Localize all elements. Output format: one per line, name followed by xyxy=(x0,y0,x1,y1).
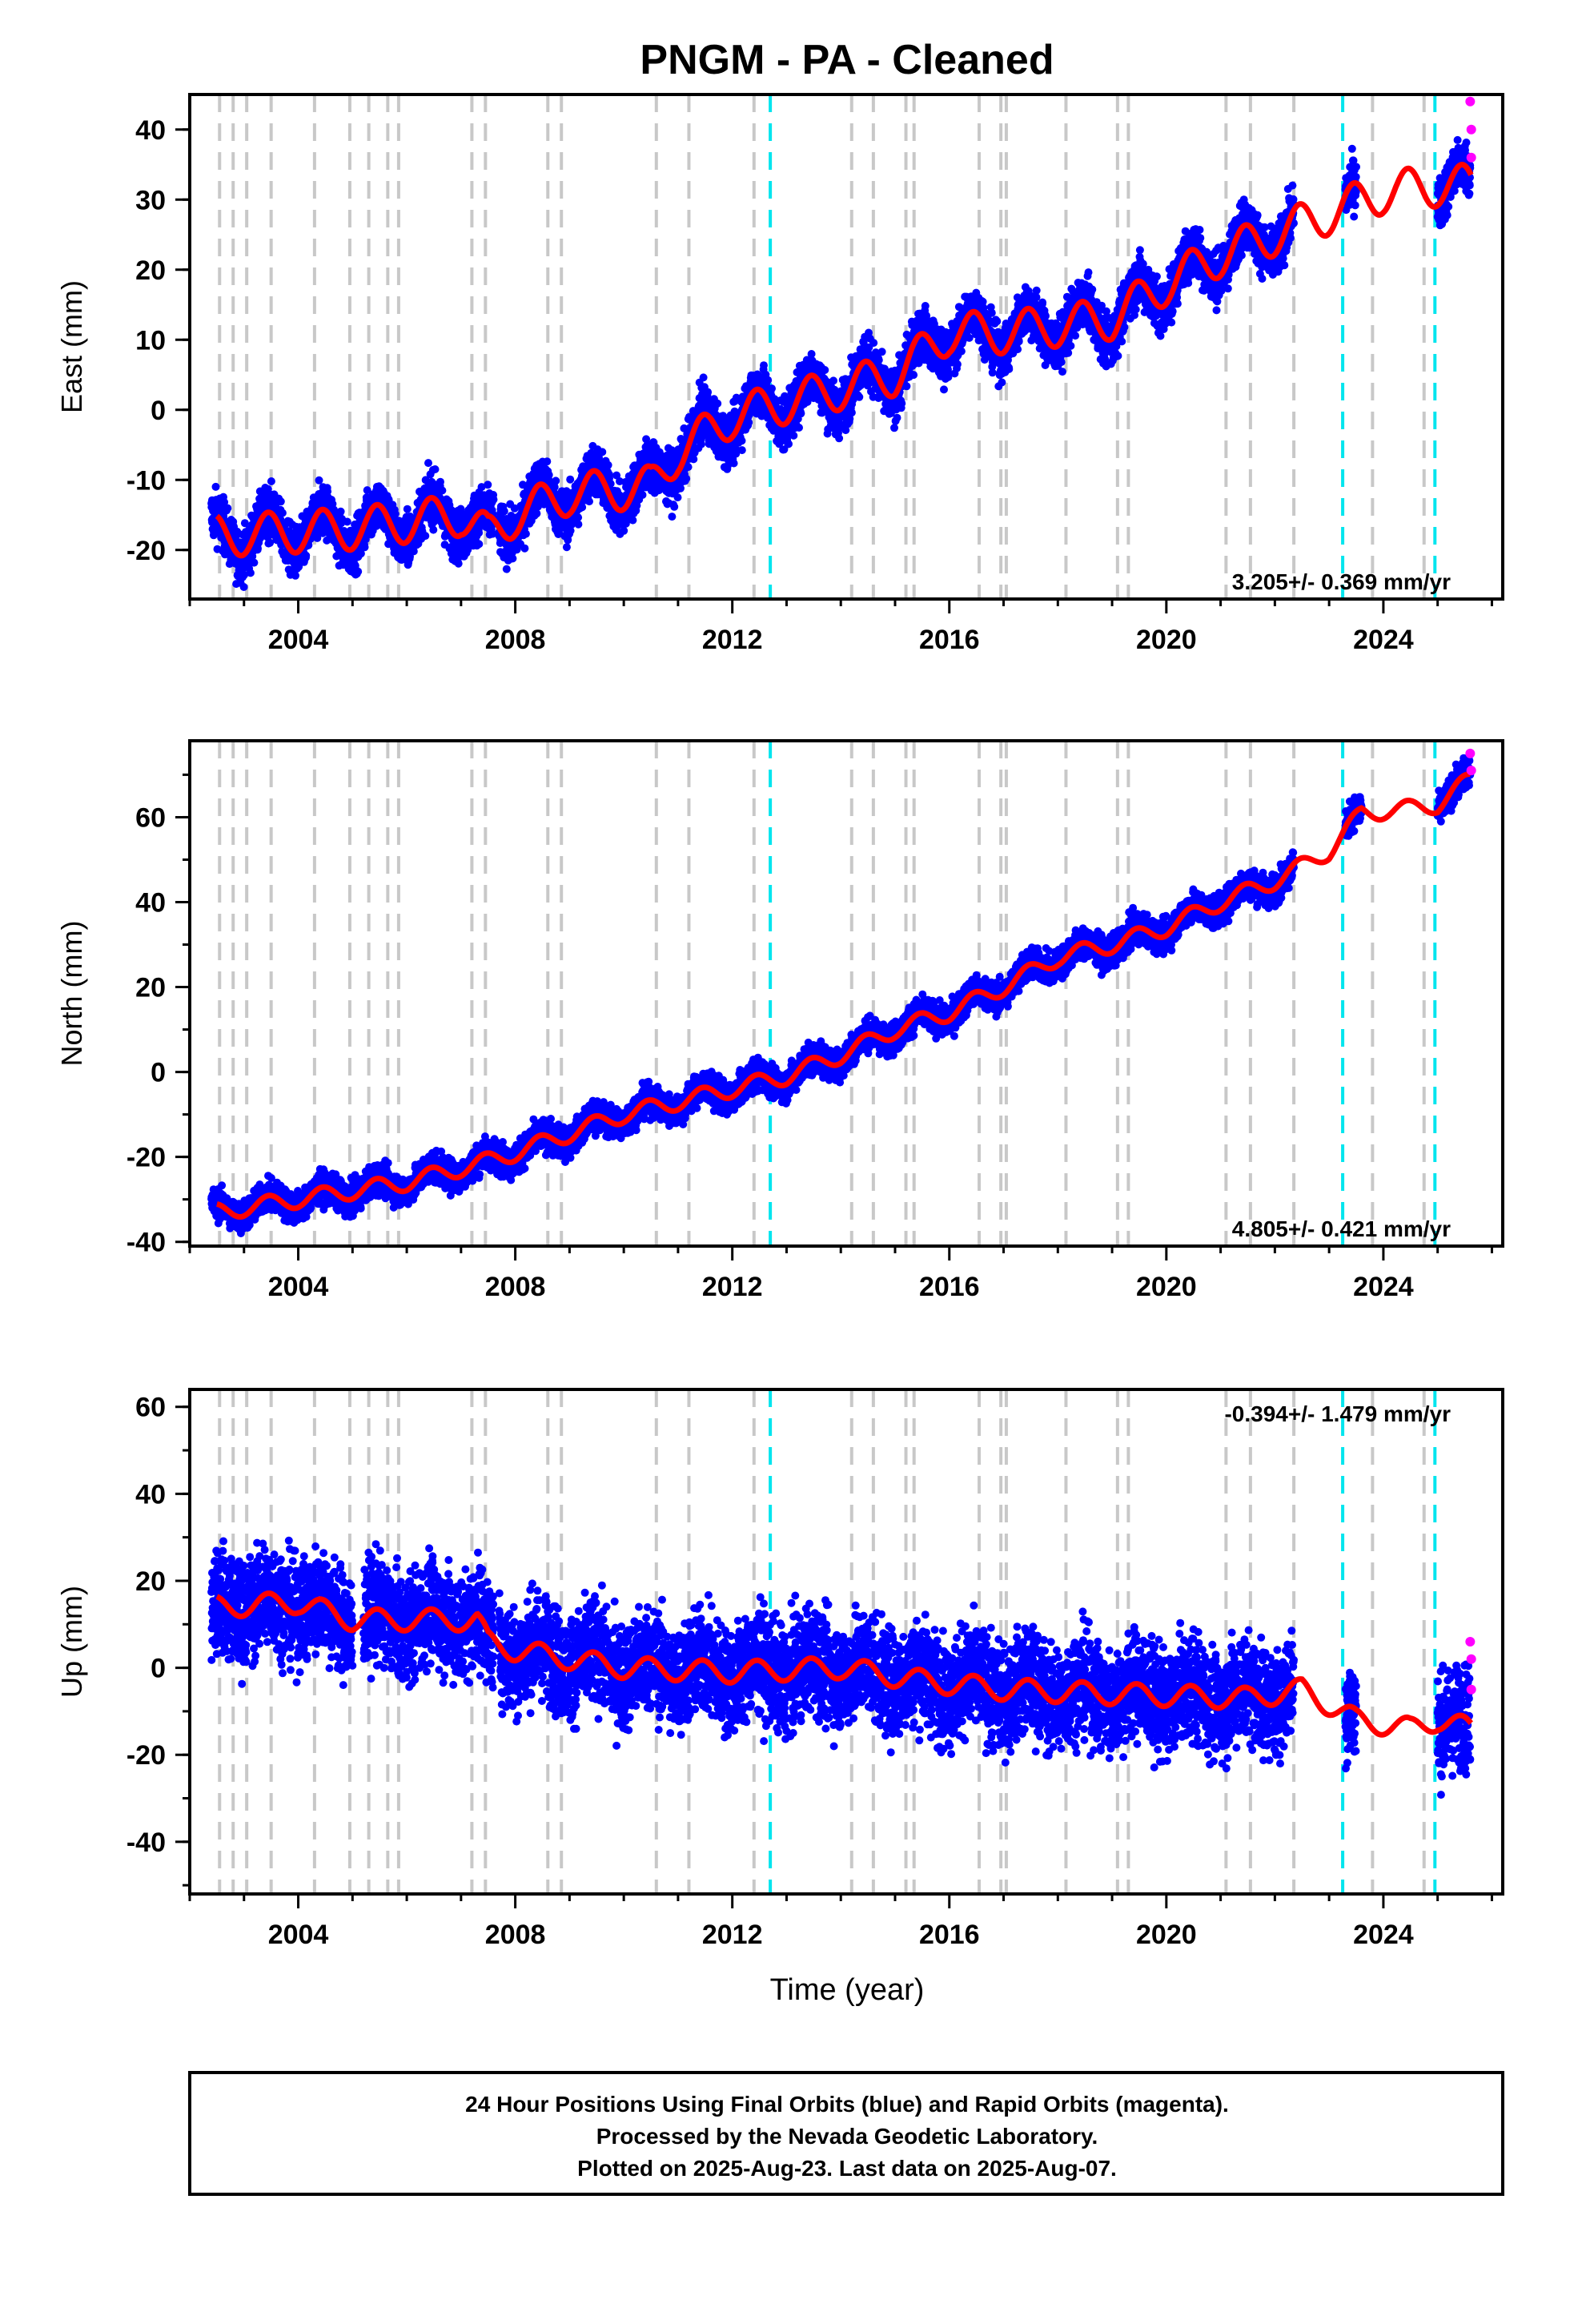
data-point xyxy=(500,507,508,516)
data-point xyxy=(315,476,323,485)
data-point xyxy=(768,384,776,393)
data-point xyxy=(737,446,746,455)
data-point xyxy=(409,547,418,556)
data-point xyxy=(598,448,607,456)
data-point xyxy=(585,497,593,506)
data-point xyxy=(574,513,583,522)
data-point xyxy=(697,440,705,448)
data-point xyxy=(291,571,299,580)
data-point xyxy=(544,471,553,479)
data-point xyxy=(638,491,647,499)
data-point xyxy=(552,476,560,485)
data-point xyxy=(543,457,552,466)
data-point xyxy=(684,463,693,472)
data-point xyxy=(211,482,220,491)
data-point xyxy=(835,434,844,443)
data-point xyxy=(620,526,628,535)
data-point xyxy=(363,486,371,495)
data-point xyxy=(893,413,901,422)
data-point xyxy=(921,302,930,310)
data-point xyxy=(877,348,886,356)
data-point xyxy=(704,388,713,396)
data-point xyxy=(436,477,444,486)
data-point xyxy=(502,565,511,573)
data-point xyxy=(668,513,677,521)
data-point xyxy=(764,376,773,384)
data-point xyxy=(795,424,803,432)
data-point xyxy=(847,408,856,417)
data-point xyxy=(673,493,682,502)
data-point xyxy=(562,543,571,552)
data-point xyxy=(351,561,359,570)
data-point xyxy=(902,382,911,391)
data-point xyxy=(250,558,259,567)
data-point xyxy=(578,503,587,512)
data-point xyxy=(604,460,612,469)
data-point xyxy=(421,532,430,541)
panels: 2004 2008 2012 2016 2020 2024403020100-10-20E… xyxy=(55,93,1504,1950)
data-point xyxy=(431,465,440,473)
plot-area-east xyxy=(207,94,1476,599)
data-point xyxy=(737,436,746,445)
data-point xyxy=(574,520,583,529)
data-point xyxy=(489,495,498,504)
data-point xyxy=(789,431,798,440)
data-point xyxy=(682,474,691,483)
data-point xyxy=(521,529,530,538)
data-point xyxy=(403,505,412,513)
data-point xyxy=(424,459,432,468)
data-point xyxy=(713,399,722,408)
data-point xyxy=(336,507,345,516)
data-point xyxy=(940,385,948,394)
data-point xyxy=(745,418,753,427)
data-point xyxy=(821,366,829,374)
data-point xyxy=(874,356,883,364)
data-point xyxy=(670,502,679,511)
data-point xyxy=(797,409,805,418)
data-point xyxy=(869,339,878,348)
data-point xyxy=(508,554,517,563)
data-point xyxy=(566,475,575,484)
data-point xyxy=(484,480,492,489)
data-point xyxy=(220,498,229,506)
data-point xyxy=(343,517,351,526)
data-point xyxy=(532,509,541,518)
data-point xyxy=(729,459,738,468)
data-point xyxy=(276,497,285,506)
data-point xyxy=(240,519,249,528)
data-point xyxy=(391,509,400,518)
data-point xyxy=(760,361,768,370)
chart-title: PNGM - PA - Cleaned xyxy=(640,37,1054,83)
data-point xyxy=(354,567,363,576)
data-point xyxy=(699,373,708,382)
data-point xyxy=(829,376,837,385)
data-point xyxy=(267,477,275,485)
data-point xyxy=(897,399,906,408)
data-point xyxy=(438,486,447,495)
data-point xyxy=(785,440,793,448)
data-point xyxy=(855,392,864,401)
data-point xyxy=(266,538,275,547)
data-point xyxy=(909,371,918,380)
data-point xyxy=(429,525,438,534)
data-point xyxy=(520,544,529,553)
data-point xyxy=(246,569,255,577)
data-point xyxy=(890,424,898,432)
data-point xyxy=(278,509,287,517)
panel-east: 2004 2008 2012 2016 2020 2024403020100-10-20E… xyxy=(55,93,1504,655)
data-point xyxy=(323,487,332,496)
data-point xyxy=(223,504,232,513)
data-point xyxy=(239,583,248,591)
data-point xyxy=(475,540,484,549)
data-point xyxy=(302,551,311,560)
data-point xyxy=(628,516,637,525)
data-point xyxy=(360,543,369,552)
data-point xyxy=(240,570,249,579)
